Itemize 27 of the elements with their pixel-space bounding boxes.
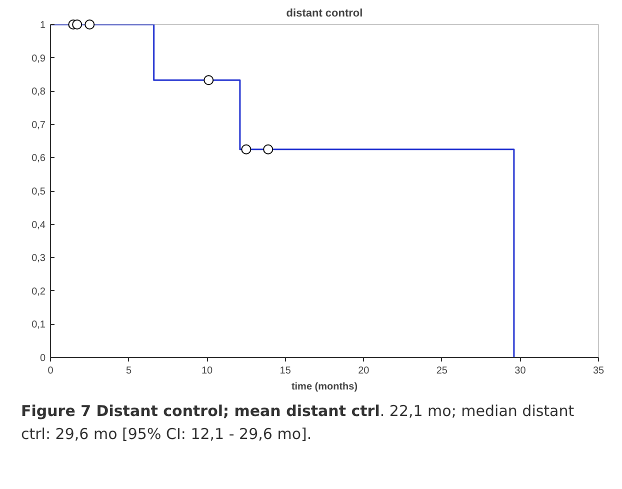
y-tick-label: 0 (40, 353, 46, 364)
y-tick-label: 0,1 (32, 320, 46, 331)
point (241, 144, 252, 154)
point (263, 144, 274, 154)
x-tick-label: 0 (48, 366, 54, 376)
x-tick-label: 30 (514, 366, 526, 376)
y-tick-label: 0,5 (32, 186, 46, 198)
x-axis-title: time (months) (291, 382, 358, 392)
y-tick-label: 0,4 (32, 220, 46, 231)
x-tick-label: 25 (436, 366, 448, 376)
y-tick-label: 0,6 (32, 153, 46, 164)
x-tick-label: 15 (280, 366, 292, 376)
x-tick-label: 35 (592, 366, 604, 376)
y-tick-label: 1 (40, 20, 46, 31)
y-tick-label: 0,7 (32, 120, 46, 131)
x-tick-label: 20 (358, 366, 370, 376)
point (72, 20, 82, 30)
caption: Figure 7 Distant control; mean distant ctrl (21, 402, 380, 420)
x-tick-label: 5 (126, 366, 132, 376)
y-tick-label: 0,2 (32, 286, 46, 298)
y-tick-label: 0,3 (32, 253, 46, 264)
point (84, 20, 95, 30)
x-tick-label: 10 (202, 366, 214, 376)
y-tick-label: 0,9 (32, 53, 46, 64)
point (204, 75, 214, 86)
chart-title: distant control (286, 8, 363, 20)
y-tick-label: 0,8 (32, 86, 46, 98)
